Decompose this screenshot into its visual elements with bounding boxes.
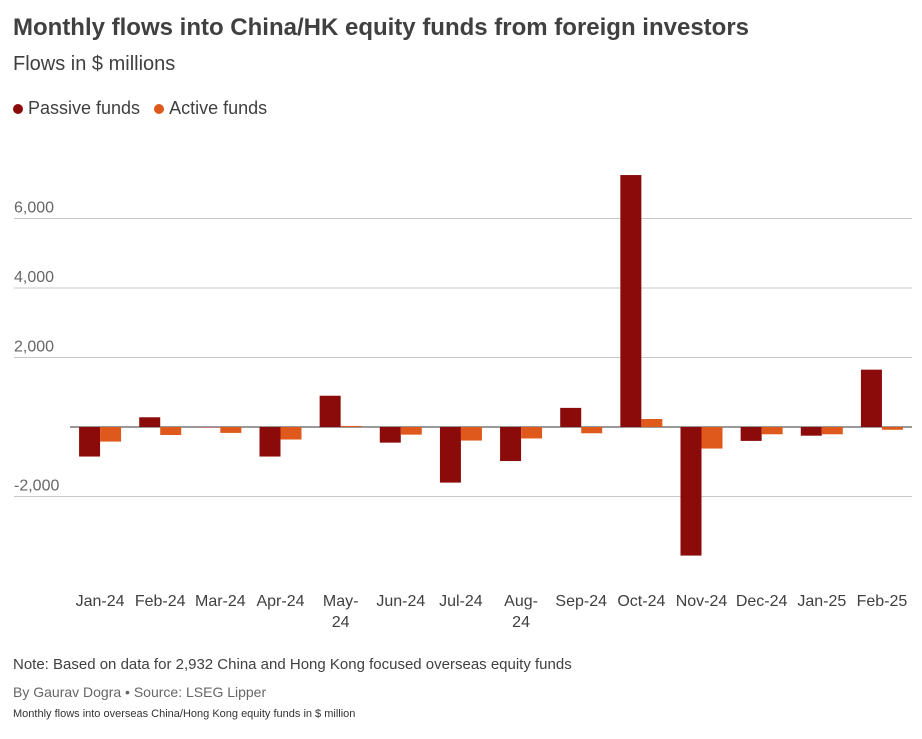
x-tick-label: Sep-24 [555, 593, 607, 610]
x-tick-label: Jul-24 [439, 593, 483, 610]
active-bar-dec-24 [761, 427, 783, 435]
passive-bar-sep-24 [560, 407, 582, 427]
x-tick-label: 24 [332, 614, 350, 631]
active-bar-feb-24 [160, 427, 182, 435]
x-tick-label: Mar-24 [195, 593, 246, 610]
y-tick-label: 6,000 [14, 200, 54, 217]
chart-caption: Monthly flows into overseas China/Hong K… [13, 708, 356, 720]
passive-bar-nov-24 [680, 427, 702, 556]
passive-bar-oct-24 [620, 175, 642, 427]
y-tick-label: 4,000 [14, 269, 54, 286]
active-bar-oct-24 [641, 419, 663, 427]
x-tick-label: Feb-24 [135, 593, 186, 610]
active-bar-mar-24 [220, 427, 242, 433]
x-tick-label: Jun-24 [376, 593, 425, 610]
active-bar-nov-24 [701, 427, 723, 449]
passive-bar-jan-24 [79, 427, 101, 457]
passive-bar-feb-24 [139, 417, 161, 427]
active-bar-may-24 [340, 425, 362, 427]
passive-bar-mar-24 [199, 427, 221, 428]
chart-note: Note: Based on data for 2,932 China and … [13, 656, 572, 673]
legend-label-active: Active funds [169, 98, 268, 118]
passive-bar-jan-25 [800, 427, 822, 436]
active-bar-jul-24 [460, 427, 482, 441]
chart-subtitle: Flows in $ millions [13, 53, 176, 75]
byline: By Gaurav Dogra • Source: LSEG Lipper [13, 684, 267, 700]
x-tick-label: Jan-25 [797, 593, 846, 610]
active-bar-sep-24 [581, 427, 603, 434]
y-tick-label: 2,000 [14, 339, 54, 356]
active-bar-feb-25 [881, 427, 903, 430]
bar-chart: -2,000 2,000 4,000 6,000 Jan-24 Feb-24 Mar-24 A… [14, 175, 912, 631]
y-tick-label: -2,000 [14, 478, 59, 495]
active-bar-jun-24 [400, 427, 422, 435]
passive-bar-jul-24 [439, 427, 461, 483]
x-tick-label: May- [323, 593, 359, 610]
passive-bar-aug-24 [500, 427, 522, 462]
active-bar-aug-24 [521, 427, 543, 439]
legend-label-passive: Passive funds [28, 98, 141, 118]
x-tick-label: Nov-24 [676, 593, 728, 610]
x-tick-label: 24 [512, 614, 530, 631]
passive-bar-dec-24 [740, 427, 762, 441]
passive-bar-jun-24 [379, 427, 401, 443]
x-tick-label: Dec-24 [736, 593, 788, 610]
x-tick-label: Aug- [504, 593, 538, 610]
x-tick-label: Feb-25 [857, 593, 908, 610]
legend-swatch-active [154, 103, 165, 114]
passive-bar-may-24 [319, 395, 341, 427]
active-bar-apr-24 [280, 427, 302, 440]
x-tick-label: Jan-24 [76, 593, 125, 610]
legend-item-active: Active funds [154, 98, 267, 119]
active-bar-jan-25 [821, 427, 843, 435]
passive-bar-feb-25 [860, 369, 882, 427]
legend-swatch-passive [13, 103, 23, 114]
x-tick-label: Oct-24 [617, 593, 665, 610]
chart-legend: Passive funds Active funds [13, 98, 267, 119]
chart-title: Monthly flows into China/HK equity funds… [13, 14, 750, 41]
passive-bar-apr-24 [259, 427, 281, 457]
x-tick-label: Apr-24 [256, 593, 304, 610]
active-bar-jan-24 [100, 427, 122, 442]
legend-item-passive: Passive funds [13, 98, 140, 119]
